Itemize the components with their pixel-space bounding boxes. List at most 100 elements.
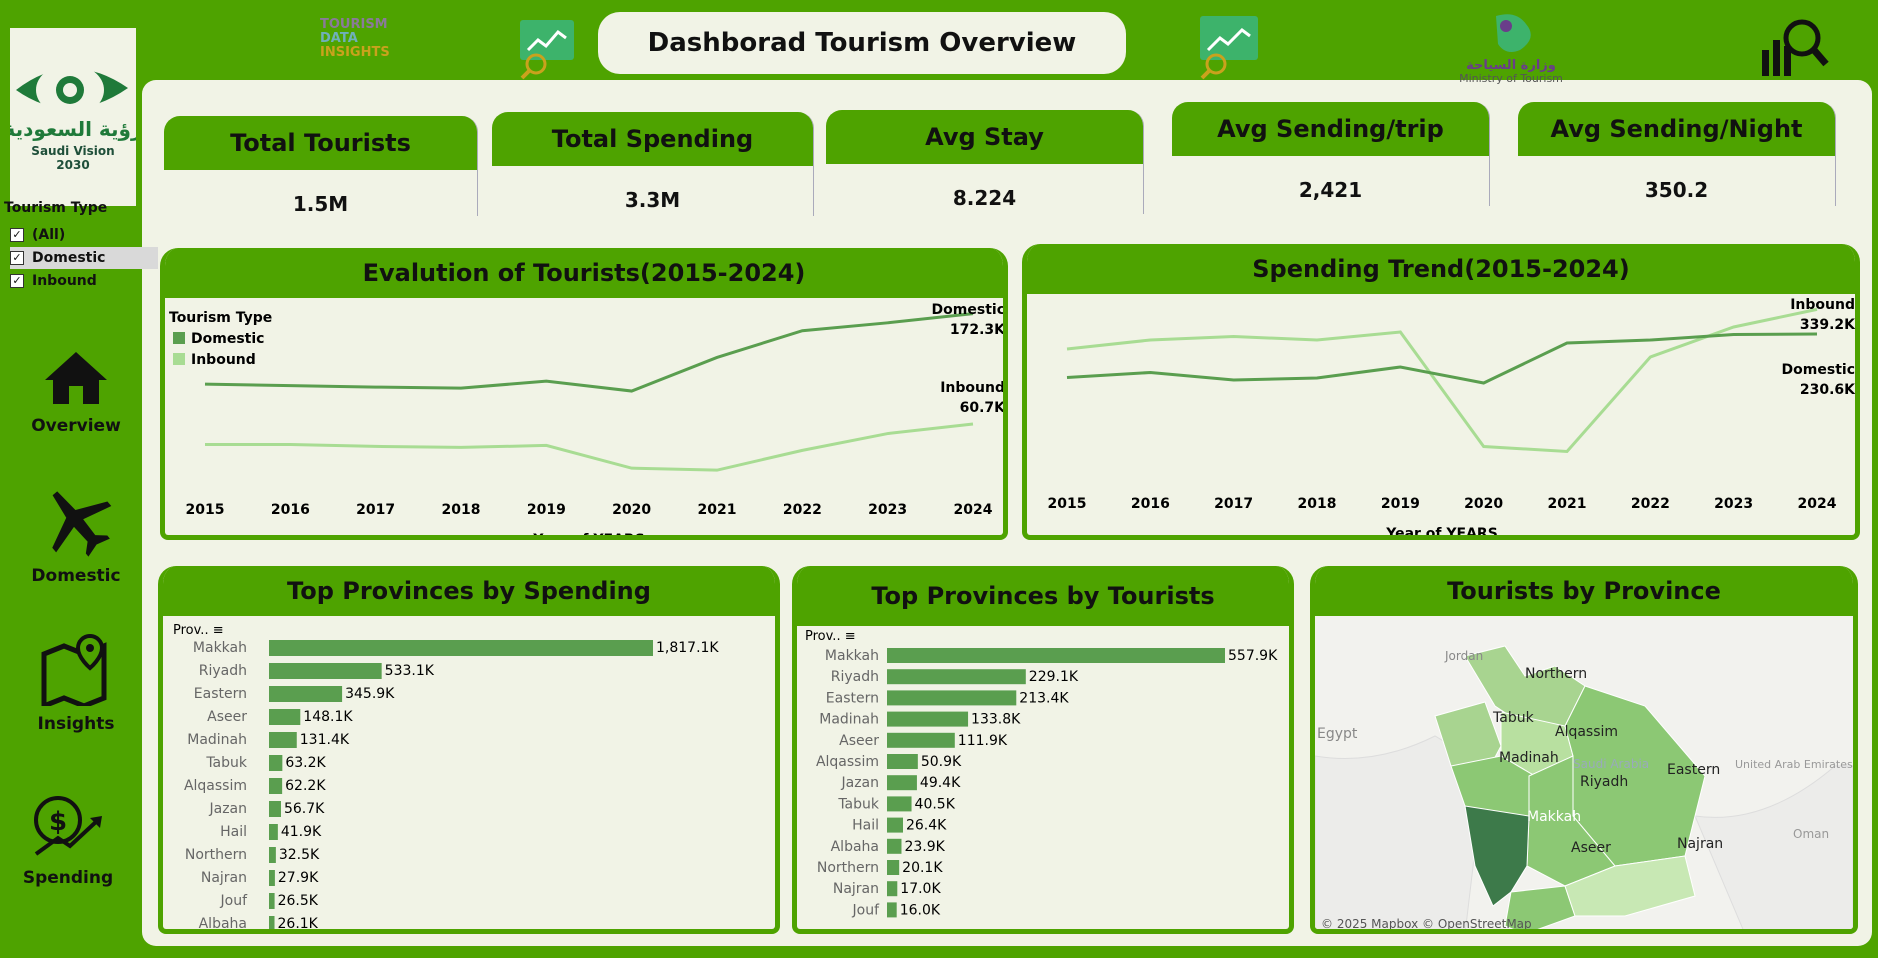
chart-title: Top Provinces by Tourists [797, 566, 1289, 626]
x-tick-label: 2022 [783, 502, 822, 518]
category-label: Alqassim [816, 754, 879, 770]
tourism-data-insights-logo: TOURISM DATA INSIGHTS [320, 17, 390, 60]
vision-arabic-text: رؤية السعودية [10, 117, 136, 141]
category-label: Makkah [825, 648, 879, 664]
x-tick-label: 2019 [1381, 496, 1420, 512]
ministry-emblem-icon [1496, 14, 1531, 52]
analytics-search-icon[interactable] [1756, 12, 1830, 80]
svg-text:$: $ [49, 807, 67, 837]
map-label-makkah: Makkah [1527, 809, 1581, 825]
x-tick-label: 2021 [1548, 496, 1587, 512]
tourists-line-chart: 2015 2016 2017 2018 2019 2020 2021 2022 2023 2024… [169, 302, 1003, 535]
nav-spending[interactable]: $ Spending [0, 790, 136, 888]
filter-item-domestic[interactable]: ✓ Domestic [10, 247, 158, 269]
province-aseer [1504, 885, 1576, 929]
category-label: Hail [220, 824, 247, 840]
bar-alqassim [269, 778, 283, 794]
nav-insights[interactable]: Insights [8, 633, 144, 734]
x-tick-label: 2018 [1298, 496, 1337, 512]
category-label: Northern [817, 860, 879, 876]
bar-value-label: 345.9K [345, 686, 395, 702]
bar-value-label: 1,817.1K [656, 640, 719, 656]
report-magnifier-icon [520, 20, 574, 80]
category-label: Aseer [207, 709, 247, 725]
kpi-avg-spending-night: Avg Sending/Night 350.2 [1518, 102, 1836, 206]
kpi-avg-stay: Avg Stay 8.224 [826, 110, 1144, 214]
chart-title: Spending Trend(2015-2024) [1027, 244, 1855, 294]
x-axis-label: Year of YEARS [1385, 526, 1498, 540]
bar-value-label: 40.5K [915, 796, 956, 812]
checkbox-icon[interactable]: ✓ [10, 228, 24, 242]
filter-item-all[interactable]: ✓ (All) [10, 224, 158, 246]
bar-value-label: 56.7K [284, 801, 325, 817]
nav-overview[interactable]: Overview [8, 348, 144, 436]
x-tick-label: 2016 [1131, 496, 1170, 512]
series-end-value: 172.3K [950, 322, 1003, 338]
kpi-value: 350.2 [1644, 178, 1709, 202]
category-label: Madinah [819, 712, 879, 728]
category-label: Riyadh [199, 663, 247, 679]
x-tick-label: 2020 [1464, 496, 1503, 512]
kpi-avg-spending-trip: Avg Sending/trip 2,421 [1172, 102, 1490, 206]
bar-najran [269, 870, 275, 886]
province-map[interactable]: Jordan Northern Tabuk Alqassim Egypt Mad… [1315, 616, 1853, 934]
bar-riyadh [269, 663, 382, 679]
kpi-label: Total Tourists [164, 116, 477, 170]
bar-northern [887, 860, 900, 875]
legend-swatch [173, 332, 185, 344]
map-label-jordan: Jordan [1444, 649, 1483, 663]
bar-eastern [887, 690, 1017, 706]
bar-value-label: 26.5K [278, 893, 319, 909]
legend-label: Inbound [191, 352, 256, 368]
bar-value-label: 63.2K [285, 755, 326, 771]
category-label: Albaha [831, 839, 879, 855]
legend-swatch [173, 353, 185, 365]
bar-jazan [269, 801, 281, 817]
kpi-label: Avg Stay [826, 110, 1143, 164]
bar-hail [887, 817, 903, 833]
ministry-of-tourism-logo: وزارة السياحة Ministry of Tourism [1456, 10, 1566, 85]
bar-value-label: 20.1K [902, 860, 943, 876]
filter-item-inbound[interactable]: ✓ Inbound [10, 270, 158, 292]
checkbox-icon[interactable]: ✓ [10, 274, 24, 288]
map-label-uae: United Arab Emirates [1735, 758, 1853, 771]
spending-bar-chart: Prov.. ≡ Makkah 1,817.1K Riyadh 533.1K Easter… [173, 623, 719, 929]
map-label-eastern: Eastern [1667, 762, 1720, 778]
map-label-egypt: Egypt [1317, 726, 1358, 742]
nav-domestic[interactable]: Domestic [8, 482, 144, 586]
bar-northern [269, 847, 276, 863]
bar-aseer [887, 732, 955, 748]
bar-madinah [887, 711, 969, 727]
bar-tabuk [887, 796, 912, 812]
bar-value-label: 557.9K [1228, 648, 1278, 664]
map-label-alqassim: Alqassim [1555, 724, 1618, 740]
tourists-evolution-card: Evalution of Tourists(2015-2024) 2015 201… [160, 248, 1008, 540]
bar-tabuk [269, 755, 283, 771]
checkbox-icon[interactable]: ✓ [10, 251, 24, 265]
bar-jouf [887, 902, 897, 918]
x-tick-label: 2018 [442, 502, 481, 518]
category-label: Jouf [220, 893, 249, 909]
category-label: Eastern [826, 690, 879, 706]
tourists-bar-chart: Prov.. ≡ Makkah 557.9K Riyadh 229.1K Eastern 2… [805, 629, 1278, 918]
x-tick-label: 2017 [1214, 496, 1253, 512]
bar-value-label: 32.5K [279, 847, 320, 863]
category-label: Northern [185, 847, 247, 863]
kpi-value: 2,421 [1298, 178, 1363, 202]
bar-alqassim [887, 754, 918, 769]
bar-value-label: 27.9K [278, 870, 319, 886]
series-end-name: Domestic [1782, 362, 1855, 378]
series-end-value: 60.7K [960, 400, 1003, 416]
bar-value-label: 41.9K [281, 824, 322, 840]
saudi-vision-logo: رؤية السعودية Saudi Vision 2030 [4, 28, 143, 206]
bar-value-label: 533.1K [385, 663, 435, 679]
x-tick-label: 2019 [527, 502, 566, 518]
money-growth-icon: $ [34, 796, 102, 856]
kpi-value: 3.3M [624, 188, 681, 212]
vision-year-text: 2030 [56, 158, 89, 172]
bar-value-label: 49.4K [920, 775, 961, 791]
chart-title: Evalution of Tourists(2015-2024) [165, 248, 1003, 298]
series-line-domestic [1066, 332, 1818, 385]
map-label-najran: Najran [1677, 836, 1723, 852]
kpi-value: 8.224 [952, 186, 1017, 210]
